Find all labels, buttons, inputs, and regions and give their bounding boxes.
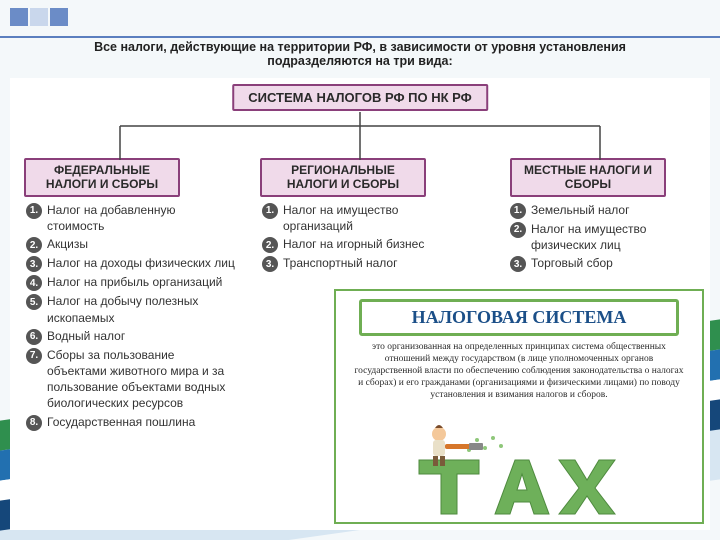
- list-item: 3. Торговый сбор: [510, 255, 700, 272]
- branch-federal: ФЕДЕРАЛЬНЫЕ НАЛОГИ И СБОРЫ: [24, 158, 180, 197]
- list-item-text: Государственная пошлина: [47, 414, 236, 430]
- root-node: СИСТЕМА НАЛОГОВ РФ ПО НК РФ: [232, 84, 488, 111]
- list-item-text: Водный налог: [47, 328, 236, 344]
- branch-local: МЕСТНЫЕ НАЛОГИ И СБОРЫ: [510, 158, 666, 197]
- list-item: 2. Акцизы: [26, 236, 236, 253]
- list-item-number: 1.: [262, 203, 278, 219]
- list-item-number: 3.: [510, 256, 526, 272]
- list-item-number: 6.: [26, 329, 42, 345]
- list-item-number: 1.: [510, 203, 526, 219]
- list-item-text: Торговый сбор: [531, 255, 700, 271]
- list-item: 4. Налог на прибыль организаций: [26, 274, 236, 291]
- list-item: 3. Транспортный налог: [262, 255, 462, 272]
- list-item-number: 3.: [262, 256, 278, 272]
- tax-illustration: [399, 420, 639, 516]
- list-item: 1. Земельный налог: [510, 202, 700, 219]
- list-item: 2. Налог на имущество физических лиц: [510, 221, 700, 253]
- list-item-number: 7.: [26, 348, 42, 364]
- list-item: 6. Водный налог: [26, 328, 236, 345]
- list-item-text: Акцизы: [47, 236, 236, 252]
- list-item-number: 5.: [26, 294, 42, 310]
- info-panel-desc: это организованная на определенных принц…: [336, 340, 702, 405]
- list-item-text: Сборы за пользование объектами животного…: [47, 347, 236, 412]
- list-item: 8. Государственная пошлина: [26, 414, 236, 431]
- list-item-text: Налог на прибыль организаций: [47, 274, 236, 290]
- diagram-area: СИСТЕМА НАЛОГОВ РФ ПО НК РФ ФЕДЕРАЛЬНЫЕ …: [10, 78, 710, 530]
- list-item-text: Налог на игорный бизнес: [283, 236, 462, 252]
- corner-rule: [0, 36, 720, 38]
- regional-tax-list: 1. Налог на имущество организаций 2. Налог …: [262, 202, 462, 274]
- federal-tax-list: 1. Налог на добавленную стоимость 2. Акцизы…: [26, 202, 236, 433]
- list-item-text: Налог на добычу полезных ископаемых: [47, 293, 236, 325]
- list-item-number: 8.: [26, 415, 42, 431]
- list-item-number: 1.: [26, 203, 42, 219]
- list-item-number: 4.: [26, 275, 42, 291]
- list-item: 2. Налог на игорный бизнес: [262, 236, 462, 253]
- list-item-text: Налог на имущество физических лиц: [531, 221, 700, 253]
- list-item: 3. Налог на доходы физических лиц: [26, 255, 236, 272]
- branch-regional: РЕГИОНАЛЬНЫЕ НАЛОГИ И СБОРЫ: [260, 158, 426, 197]
- corner-decor: [10, 8, 68, 26]
- list-item-number: 2.: [262, 237, 278, 253]
- list-item-number: 3.: [26, 256, 42, 272]
- info-panel-title: НАЛОГОВАЯ СИСТЕМА: [359, 299, 679, 336]
- list-item-text: Налог на имущество организаций: [283, 202, 462, 234]
- intro-text: Все налоги, действующие на территории РФ…: [60, 40, 660, 68]
- list-item: 1. Налог на имущество организаций: [262, 202, 462, 234]
- list-item-number: 2.: [510, 222, 526, 238]
- list-item-text: Транспортный налог: [283, 255, 462, 271]
- info-panel: НАЛОГОВАЯ СИСТЕМА это организованная на …: [334, 289, 704, 524]
- list-item: 1. Налог на добавленную стоимость: [26, 202, 236, 234]
- list-item: 7. Сборы за пользование объектами животно…: [26, 347, 236, 412]
- tree-connectors: [60, 112, 660, 160]
- list-item-text: Налог на добавленную стоимость: [47, 202, 236, 234]
- list-item: 5. Налог на добычу полезных ископаемых: [26, 293, 236, 325]
- list-item-text: Налог на доходы физических лиц: [47, 255, 236, 271]
- list-item-text: Земельный налог: [531, 202, 700, 218]
- list-item-number: 2.: [26, 237, 42, 253]
- local-tax-list: 1. Земельный налог 2. Налог на имущество фи…: [510, 202, 700, 274]
